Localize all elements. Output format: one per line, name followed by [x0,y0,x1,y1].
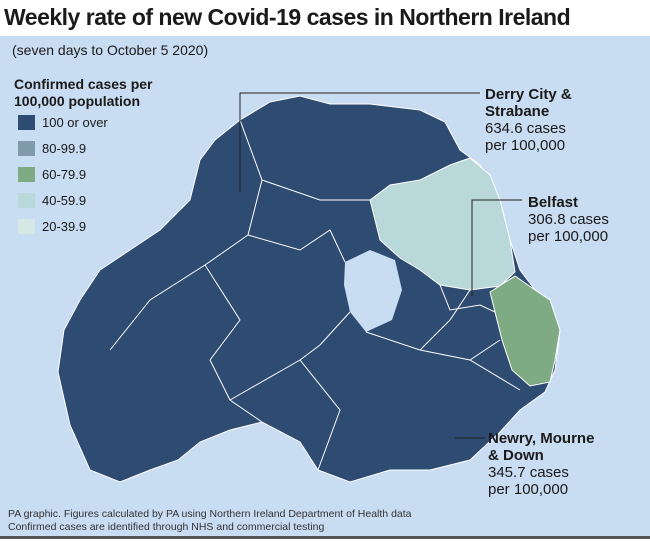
legend-swatch [18,193,35,208]
belfast-leader-line [471,199,522,296]
legend-item: 80-99.9 [18,141,86,156]
callout-derry: Derry City & Strabane 634.6 cases per 10… [485,86,572,154]
legend-title: Confirmed cases per 100,000 population [14,76,153,110]
callout-value: per 100,000 [528,228,609,245]
callout-value: 345.7 cases [488,464,569,481]
callout-name: Newry, Mourne [488,430,595,447]
callout-name: Strabane [485,103,550,120]
region-60-79 [489,275,561,387]
leader-lines [239,92,522,439]
callout-value: per 100,000 [485,137,566,154]
legend-item: 20-39.9 [18,219,86,234]
callout-newry: Newry, Mourne & Down 345.7 cases per 100… [488,430,594,498]
callout-name: Derry City & [485,86,572,103]
legend-title-line: 100,000 population [14,93,141,109]
derry-leader-line [239,92,480,192]
subtitle: (seven days to October 5 2020) [12,42,209,58]
lough-neagh [344,250,402,332]
legend-label: 80-99.9 [42,141,87,156]
legend-swatch [18,141,35,156]
legend-label: 60-79.9 [42,167,87,182]
callout-value: per 100,000 [488,481,569,498]
footer: PA graphic. Figures calculated by PA usi… [8,508,412,534]
region-40-59 [369,157,516,291]
legend-item: 40-59.9 [18,193,86,208]
legend-label: 100 or over [42,115,108,130]
legend-label: 20-39.9 [42,219,87,234]
title: Weekly rate of new Covid-19 cases in Nor… [4,4,571,30]
legend-title-line: Confirmed cases per [14,76,153,92]
legend-item: 60-79.9 [18,167,86,182]
district-borders [109,119,521,471]
legend-swatch [18,167,35,182]
footer-source: PA graphic. Figures calculated by PA usi… [8,508,412,520]
callout-name: & Down [488,447,544,464]
callout-belfast: Belfast 306.8 cases per 100,000 [528,194,609,245]
legend-label: 40-59.9 [42,193,87,208]
legend-swatch [18,115,35,130]
callout-value: 634.6 cases [485,120,566,137]
callout-name: Belfast [528,194,579,211]
legend-item: 100 or over [18,115,108,130]
footer-note: Confirmed cases are identified through N… [8,521,325,533]
callout-value: 306.8 cases [528,211,609,228]
legend-swatch [18,219,35,234]
